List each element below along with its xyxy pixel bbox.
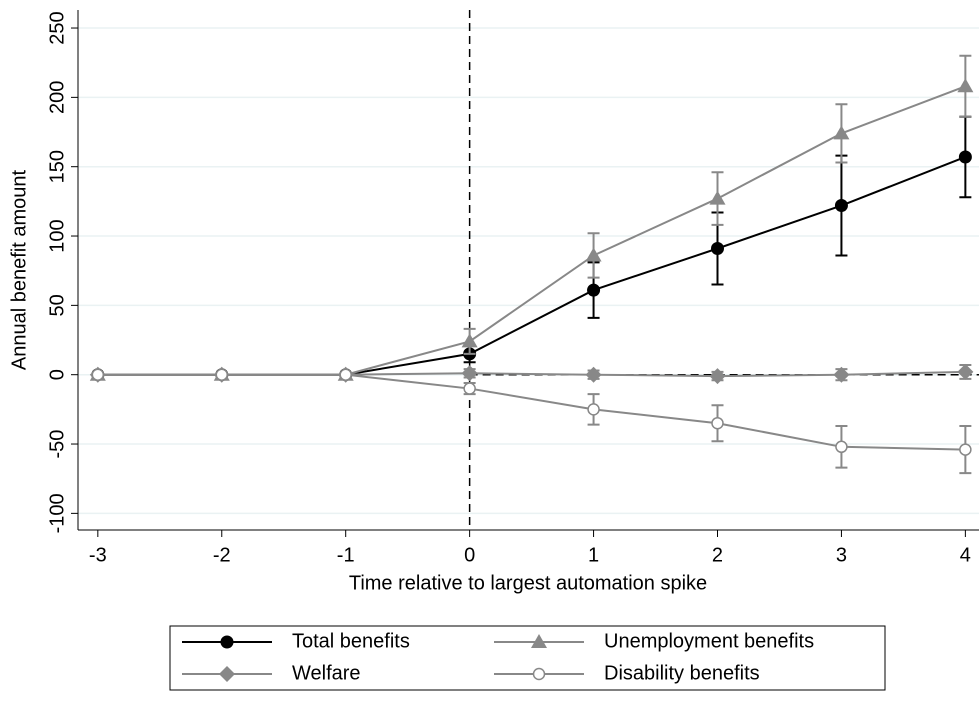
data-point — [833, 125, 850, 140]
y-tick-label: 50 — [46, 294, 68, 316]
data-point — [585, 366, 602, 383]
x-tick-label: -2 — [213, 544, 231, 566]
data-point — [587, 403, 600, 416]
legend-box — [169, 625, 886, 691]
x-tick-label: 2 — [712, 544, 723, 566]
data-point — [585, 247, 602, 262]
x-tick-label: 4 — [960, 544, 971, 566]
data-point — [463, 382, 476, 395]
data-point — [461, 333, 478, 348]
legend-label: Unemployment benefits — [604, 630, 814, 652]
data-point — [957, 78, 974, 93]
data-point — [91, 368, 105, 381]
x-tick-label: 1 — [588, 544, 599, 566]
data-point — [835, 440, 848, 454]
x-tick-label: -3 — [89, 544, 107, 566]
x-axis-label: Time relative to largest automation spik… — [349, 572, 707, 594]
legend-marker — [219, 666, 235, 682]
y-tick-label: 200 — [46, 81, 68, 114]
legend-marker — [532, 667, 546, 681]
legend-label: Welfare — [292, 662, 361, 684]
legend-marker — [531, 634, 547, 648]
y-axis-label: Annual benefit amount — [8, 169, 30, 370]
data-point — [461, 365, 478, 382]
legend-marker — [220, 635, 234, 649]
data-point — [958, 150, 972, 164]
series-line — [97, 156, 966, 376]
data-point — [709, 190, 726, 205]
series-line — [97, 85, 966, 376]
data-point — [711, 416, 724, 430]
y-tick-label: 150 — [46, 150, 68, 183]
data-point — [709, 368, 726, 385]
data-point — [710, 242, 724, 256]
x-tick-label: 3 — [836, 544, 847, 566]
data-point — [834, 199, 848, 213]
series-line — [97, 373, 966, 451]
data-point — [957, 363, 974, 380]
data-point — [833, 366, 850, 383]
data-point — [339, 368, 352, 381]
data-point — [587, 283, 601, 297]
legend-label: Disability benefits — [604, 662, 760, 684]
y-tick-label: 0 — [46, 369, 68, 380]
data-point — [215, 368, 229, 381]
legend-label: Total benefits — [292, 630, 410, 652]
data-point — [959, 443, 972, 456]
y-tick-label: 250 — [46, 11, 68, 44]
x-tick-label: 0 — [464, 544, 475, 566]
x-tick-label: -1 — [337, 544, 355, 566]
y-tick-label: 100 — [46, 219, 68, 252]
y-tick-label: -50 — [46, 430, 68, 459]
y-tick-label: -100 — [46, 493, 68, 533]
